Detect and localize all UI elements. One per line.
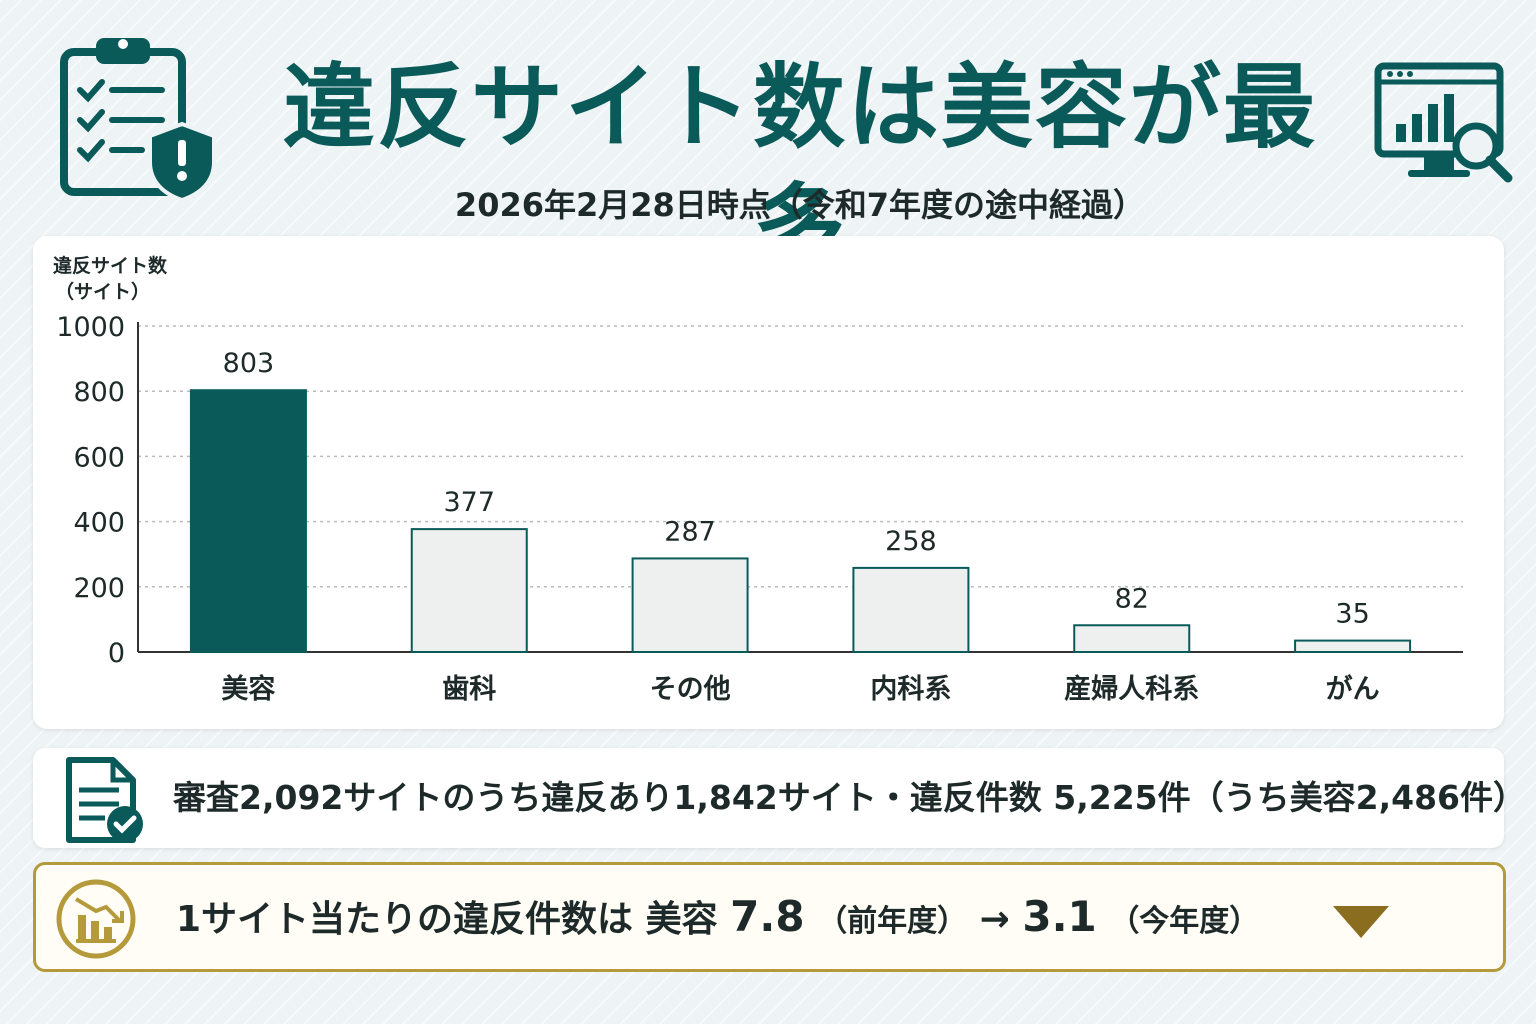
- bar: [1294, 639, 1412, 653]
- x-category-label: 内科系: [870, 674, 951, 705]
- bar: [410, 528, 528, 653]
- current-value: 3.1: [1022, 892, 1097, 941]
- document-check-icon: [66, 757, 143, 843]
- bar-chart-card: 違反サイト数 （サイト） 0 200 400 600 800 1000 803 美容 377 歯科 28…: [33, 236, 1504, 729]
- x-category-label: 美容: [221, 673, 275, 705]
- summary-text: 審査2,092サイトのうち違反あり1,842サイト・違反件数 5,225件（うち…: [173, 778, 1527, 817]
- page-subtitle: 2026年2月28日時点（令和7年度の途中経過）: [454, 186, 1146, 224]
- bar-value-label: 287: [664, 516, 716, 547]
- y-axis-title-line2: （サイト）: [55, 280, 150, 303]
- bar-chart: 違反サイト数 （サイト） 0 200 400 600 800 1000 803 美容 377 歯科 28…: [53, 254, 1463, 705]
- header: 違反サイト数は美容が最多 2026年2月28日時点（令和7年度の途中経過）: [0, 0, 1536, 281]
- x-category-label: がん: [1326, 673, 1380, 705]
- y-tick-label: 1000: [56, 312, 125, 343]
- highlight-text: 1サイト当たりの違反件数は 美容 7.8 （前年度） → 3.1 （今年度）: [176, 893, 1376, 946]
- bar-value-label: 377: [443, 487, 495, 518]
- previous-value: 7.8: [730, 892, 805, 941]
- page-title: 違反サイト数は美容が最多: [282, 54, 1317, 281]
- x-category-label: その他: [650, 674, 731, 705]
- monitor-chart-magnifier-icon: [1374, 62, 1513, 183]
- y-tick-label: 600: [73, 442, 125, 473]
- y-axis-title-line1: 違反サイト数: [53, 254, 168, 277]
- y-tick-label: 200: [73, 573, 125, 604]
- summary-card: 審査2,092サイトのうち違反あり1,842サイト・違反件数 5,225件（うち…: [33, 748, 1527, 848]
- down-triangle-icon: [1333, 906, 1389, 938]
- bar-value-label: 35: [1335, 599, 1369, 630]
- bar: [852, 566, 970, 653]
- bar: [631, 557, 749, 653]
- x-category-label: 歯科: [442, 674, 496, 705]
- bar: [189, 389, 307, 654]
- highlight-label: 1サイト当たりの違反件数は 美容: [176, 899, 718, 940]
- y-tick-label: 800: [73, 377, 125, 408]
- previous-label: （前年度）: [817, 904, 968, 939]
- bar-value-label: 803: [223, 348, 275, 379]
- y-tick-label: 400: [73, 508, 125, 539]
- x-category-label: 産婦人科系: [1064, 673, 1199, 705]
- declining-bar-chart-icon: [56, 879, 136, 959]
- bar: [1073, 624, 1191, 654]
- bar-value-label: 82: [1115, 583, 1149, 614]
- bar-value-label: 258: [885, 526, 937, 557]
- arrow-text: →: [979, 899, 1010, 940]
- y-tick-label: 0: [108, 638, 125, 669]
- highlight-card: 1サイト当たりの違反件数は 美容 7.8 （前年度） → 3.1 （今年度）: [33, 862, 1506, 972]
- current-label: （今年度）: [1109, 904, 1260, 939]
- clipboard-check-shield-icon: [60, 38, 216, 202]
